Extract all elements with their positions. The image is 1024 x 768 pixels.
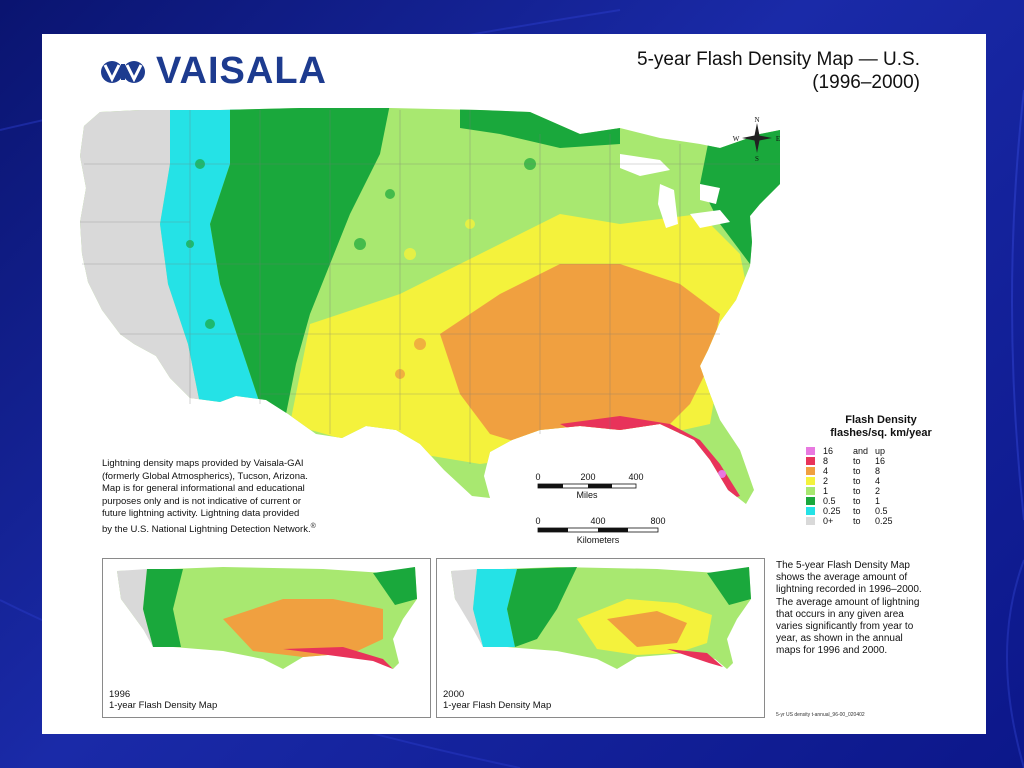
main-flash-density-map (80, 108, 780, 504)
legend-sep: to (853, 476, 861, 486)
scale-miles-tick: 0 (535, 472, 540, 482)
description-line: The average amount of lightning (776, 596, 920, 608)
legend-swatch (806, 477, 815, 485)
map-description: The 5-year Flash Density Map shows the a… (776, 560, 956, 658)
legend-from: 8 (823, 456, 829, 466)
legend-from: 0.25 (823, 506, 841, 516)
inset-label-2000: 2000 1-year Flash Density Map (443, 689, 551, 711)
inset-label-1996: 1996 1-year Flash Density Map (109, 689, 217, 711)
legend-from: 2 (823, 476, 829, 486)
inset-caption: 1-year Flash Density Map (109, 700, 218, 711)
vaisala-logo-icon (101, 60, 145, 83)
compass-west: W (733, 135, 740, 143)
legend-title: Flash Density (845, 414, 917, 426)
scale-km-tick: 0 (535, 516, 540, 526)
scale-miles-tick: 200 (580, 472, 595, 482)
legend-sep: to (853, 506, 861, 516)
legend-to: 0.25 (875, 516, 893, 526)
legend-row: 4 to 8 (806, 466, 956, 476)
legend-to: 1 (875, 496, 881, 506)
legend-row: 8 to 16 (806, 456, 956, 466)
legend-to: up (875, 446, 886, 456)
legend-sep: to (853, 456, 861, 466)
description-line: varies significantly from year to (776, 621, 914, 633)
legend-sep: and (853, 446, 869, 456)
legend-swatch (806, 517, 815, 525)
legend-sep: to (853, 466, 861, 476)
inset-map-1996-graphic (117, 567, 417, 669)
legend-swatch (806, 467, 815, 475)
description-line: that occurs in any given area (776, 608, 904, 620)
credit-line: purposes only and is not indicative of c… (102, 495, 302, 507)
credit-line: future lightning activity. Lightning dat… (102, 508, 300, 520)
data-credit-text: Lightning density maps provided by Vaisa… (102, 458, 402, 537)
legend-from: 0+ (823, 516, 834, 526)
legend-swatch (806, 457, 815, 465)
legend-row: 2 to 4 (806, 476, 956, 486)
inset-caption: 1-year Flash Density Map (443, 700, 552, 711)
description-line: year, as shown in the annual (776, 633, 903, 645)
map-title-line-2: (1996–2000) (812, 72, 920, 93)
legend-sep: to (853, 516, 861, 526)
legend-to: 16 (875, 456, 886, 466)
inset-year: 2000 (443, 689, 465, 700)
map-title-line-1: 5-year Flash Density Map — U.S. (637, 49, 920, 70)
legend-row: 16 and up (806, 446, 956, 456)
inset-map-1996: 1996 1-year Flash Density Map (102, 558, 431, 718)
vaisala-logo: VAISALA (100, 50, 327, 93)
legend-row: 0+ to 0.25 (806, 516, 956, 526)
legend-swatch (806, 447, 815, 455)
scale-km-tick: 800 (650, 516, 665, 526)
legend-swatch (806, 497, 815, 505)
legend-to: 8 (875, 466, 881, 476)
scale-miles-unit: Miles (576, 490, 598, 500)
credit-line: (formerly Global Atmospherics), Tucson, … (102, 470, 308, 482)
legend-from: 0.5 (823, 496, 836, 506)
logo-wordmark: VAISALA (156, 50, 327, 92)
scale-km-unit: Kilometers (577, 535, 620, 545)
credit-line: by the U.S. National Lightning Detection… (102, 521, 402, 537)
registered-mark: ® (310, 522, 316, 530)
description-line: lightning recorded in 1996–2000. (776, 584, 922, 596)
inset-map-2000-graphic (451, 567, 751, 669)
compass-south: S (755, 155, 759, 162)
legend-from: 4 (823, 466, 829, 476)
legend-from: 16 (823, 446, 834, 456)
legend-from: 1 (823, 486, 829, 496)
map-title: 5-year Flash Density Map — U.S. (1996–20… (637, 48, 920, 94)
description-line: maps for 1996 and 2000. (776, 645, 888, 657)
credit-line: Map is for general informational and edu… (102, 483, 305, 495)
description-line: shows the average amount of (776, 572, 908, 584)
legend-units: flashes/sq. km/year (830, 427, 932, 439)
legend-to: 2 (875, 486, 881, 496)
legend-swatch (806, 507, 815, 515)
legend-sep: to (853, 486, 861, 496)
legend-row: 1 to 2 (806, 486, 956, 496)
legend-swatch (806, 487, 815, 495)
legend-to: 4 (875, 476, 881, 486)
credit-line: Lightning density maps provided by Vaisa… (102, 458, 304, 469)
compass-east: E (776, 135, 780, 143)
description-line: The 5-year Flash Density Map (776, 560, 910, 571)
file-reference: 5-yr US density t-annual_96-00_020402 (776, 712, 865, 718)
legend-row: 0.25 to 0.5 (806, 506, 956, 516)
credit-line-text: by the U.S. National Lightning Detection… (102, 524, 311, 536)
compass-north: N (754, 116, 759, 124)
scale-km-tick: 400 (590, 516, 605, 526)
map-poster: VAISALA 5-year Flash Density Map — U.S. … (42, 34, 986, 734)
flash-density-legend: Flash Density flashes/sq. km/year 16 and… (806, 414, 956, 526)
scale-bars: 0 200 400 Miles 0 400 800 Kilometers (535, 472, 665, 545)
legend-sep: to (853, 496, 861, 506)
inset-year: 1996 (109, 689, 131, 700)
legend-to: 0.5 (875, 506, 888, 516)
legend-row: 0.5 to 1 (806, 496, 956, 506)
compass-rose: N S E W (733, 116, 780, 162)
inset-map-2000: 2000 1-year Flash Density Map (436, 558, 765, 718)
legend-rows: 16 and up 8 to 16 4 to 8 2 to 4 (806, 446, 956, 526)
scale-miles-tick: 400 (628, 472, 643, 482)
